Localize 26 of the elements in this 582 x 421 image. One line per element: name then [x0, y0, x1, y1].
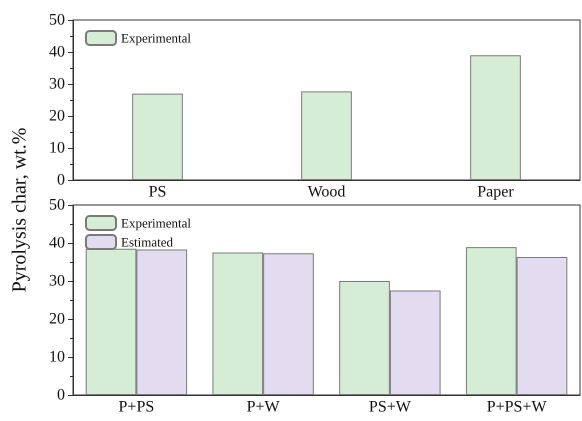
y-tick-label: 40	[49, 44, 65, 60]
y-tick-label: 20	[49, 310, 65, 328]
bar	[470, 55, 521, 180]
y-tick-label: 30	[49, 76, 65, 92]
y-tick-label: 40	[49, 234, 65, 252]
legend-label: Experimental	[121, 30, 192, 46]
legend-label: Experimental	[121, 216, 192, 230]
bar	[301, 91, 352, 180]
legend-label: Estimated	[121, 234, 174, 250]
x-tick-label: Paper	[477, 184, 514, 200]
y-tick-label: 0	[57, 172, 65, 188]
bar	[132, 94, 183, 180]
y-tick-label: 50	[49, 12, 65, 28]
x-tick-label: P+W	[246, 398, 281, 416]
y-tick-label: 50	[49, 196, 65, 214]
y-tick-label: 10	[49, 140, 65, 156]
y-tick-label: 30	[49, 272, 65, 290]
x-tick-label: P+PS	[118, 398, 154, 416]
y-axis-title: Pyrolysis char, wt.%	[8, 128, 32, 292]
x-tick-label: PS	[148, 184, 166, 200]
y-tick-label: 0	[57, 386, 65, 404]
y-tick-label: 10	[49, 348, 65, 366]
x-tick-label: PS+W	[368, 398, 412, 416]
x-tick-label: Wood	[308, 184, 346, 200]
x-tick-label: P+PS+W	[486, 398, 548, 416]
y-tick-label: 20	[49, 108, 65, 124]
